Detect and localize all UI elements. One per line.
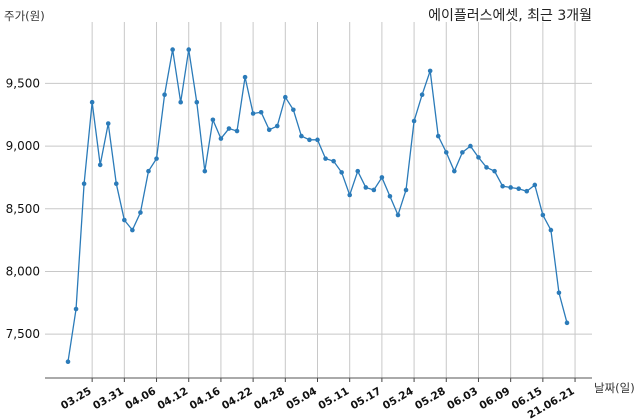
data-point — [556, 290, 562, 296]
data-point — [97, 162, 103, 168]
data-point — [202, 168, 208, 174]
data-point — [411, 118, 417, 124]
chart-title: 에이플러스에셋, 최근 3개월 — [428, 8, 592, 24]
data-point — [113, 181, 119, 187]
data-point — [379, 175, 385, 180]
data-point — [347, 192, 352, 198]
x-tick-label: 04.16 — [188, 385, 223, 412]
data-point — [291, 107, 296, 113]
data-point — [307, 137, 312, 143]
data-point — [65, 359, 71, 365]
data-point — [315, 137, 320, 143]
data-point — [564, 320, 570, 326]
data-point — [258, 109, 264, 115]
data-point — [331, 158, 336, 164]
data-point — [146, 168, 151, 174]
y-tick-label: 7,500 — [6, 327, 40, 341]
data-point — [283, 94, 288, 100]
x-tick-label: 05.28 — [413, 385, 448, 412]
x-axis-label: 날짜(일) — [594, 381, 635, 395]
y-tick-label: 8,000 — [6, 264, 40, 278]
data-point — [299, 133, 304, 139]
x-tick-label: 05.24 — [381, 385, 416, 412]
data-point — [218, 136, 224, 141]
x-tick-label: 06.03 — [445, 385, 480, 412]
data-point — [234, 128, 240, 134]
data-point — [170, 47, 175, 52]
x-tick-label: 05.11 — [316, 385, 351, 412]
data-point — [154, 156, 159, 161]
data-point — [516, 186, 522, 192]
data-point — [250, 111, 256, 116]
x-tick-label: 04.06 — [123, 385, 158, 412]
data-point — [130, 227, 135, 233]
data-point — [226, 126, 232, 131]
x-tick-label: 04.28 — [252, 385, 287, 412]
y-axis-label: 주가(원) — [4, 9, 45, 23]
data-point — [387, 193, 393, 199]
data-point — [186, 47, 192, 52]
x-tick-labels: 03.2503.3104.0604.1204.1604.2204.2805.04… — [59, 385, 577, 419]
x-tick-label: 06.09 — [477, 385, 512, 412]
data-point — [548, 227, 554, 233]
data-point — [395, 212, 401, 218]
data-point — [178, 99, 183, 105]
axes — [45, 377, 592, 382]
data-point — [484, 165, 489, 170]
price-series — [65, 47, 570, 365]
data-point — [138, 210, 143, 215]
data-point — [122, 217, 127, 223]
data-point — [81, 181, 87, 187]
data-point — [194, 99, 200, 105]
data-point — [468, 143, 473, 149]
data-point — [403, 187, 409, 193]
data-point — [266, 127, 272, 133]
y-tick-label: 9,500 — [6, 76, 40, 90]
data-point — [242, 74, 248, 80]
y-tick-label: 8,500 — [6, 202, 40, 216]
y-tick-labels: 7,500 8,000 8,500 9,000 9,500 — [6, 76, 40, 341]
data-point — [540, 212, 546, 218]
y-tick-label: 9,000 — [6, 139, 40, 153]
data-point — [162, 92, 167, 98]
data-point — [355, 168, 361, 174]
grid-lines — [45, 22, 592, 378]
data-point — [427, 68, 433, 74]
data-point — [500, 183, 505, 189]
data-point — [476, 155, 481, 160]
x-tick-label: 05.17 — [349, 385, 384, 412]
data-point — [435, 133, 441, 139]
data-point — [363, 185, 369, 190]
x-tick-label: 03.25 — [59, 385, 94, 412]
x-tick-label: 05.04 — [284, 385, 319, 412]
data-point — [339, 170, 344, 175]
data-point — [210, 117, 216, 123]
x-tick-label: 03.31 — [91, 385, 126, 412]
data-point — [460, 150, 465, 155]
data-point — [274, 123, 280, 129]
data-point — [524, 188, 530, 194]
data-point — [371, 187, 377, 193]
data-point — [73, 306, 79, 312]
data-point — [452, 168, 457, 174]
data-point — [105, 121, 111, 126]
x-tick-label: 04.12 — [155, 385, 190, 412]
data-point — [89, 99, 95, 105]
data-point — [419, 92, 425, 98]
data-point — [323, 156, 328, 161]
data-point — [532, 182, 538, 188]
x-tick-label: 04.22 — [220, 385, 255, 412]
data-point — [508, 185, 513, 190]
data-point — [492, 168, 497, 174]
data-point — [443, 150, 449, 155]
